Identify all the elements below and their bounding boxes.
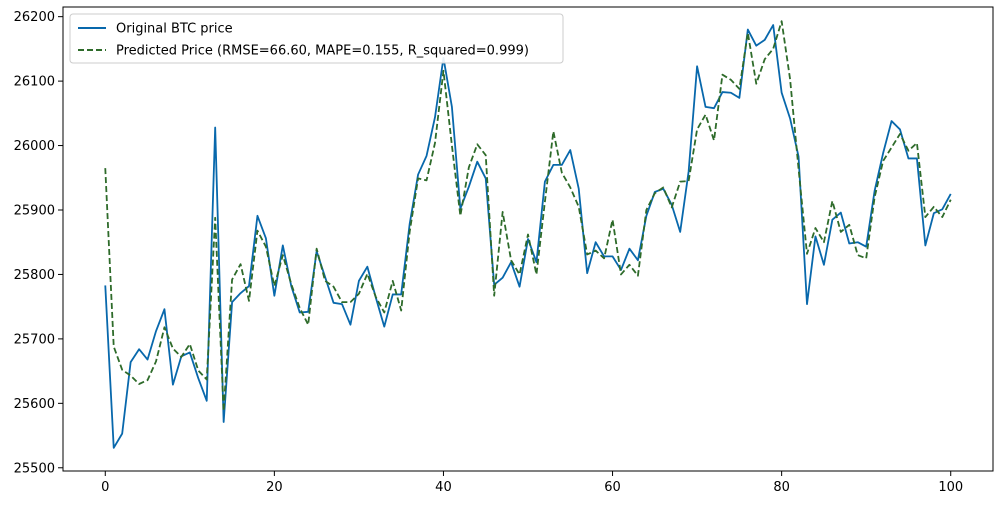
x-tick-label: 0 — [101, 480, 109, 495]
y-tick-label: 25900 — [14, 204, 55, 219]
y-tick-label: 25500 — [14, 461, 55, 476]
x-tick-label: 20 — [266, 480, 283, 495]
y-tick-label: 26100 — [14, 75, 55, 90]
axes-frame — [62, 6, 994, 472]
y-axis-ticks: 25500 25600 25700 25800 25900 26000 26100 26200 — [14, 10, 63, 476]
y-tick-label: 25700 — [14, 332, 55, 347]
legend-label-predicted: Predicted Price (RMSE=66.60, MAPE=0.155,… — [116, 44, 529, 59]
y-tick-label: 26200 — [14, 10, 55, 25]
x-tick-label: 80 — [773, 480, 790, 495]
legend-label-original: Original BTC price — [116, 22, 233, 37]
x-tick-label: 60 — [604, 480, 621, 495]
y-tick-label: 26000 — [14, 139, 55, 154]
x-tick-label: 40 — [435, 480, 452, 495]
legend: Original BTC price Predicted Price (RMSE… — [69, 13, 564, 64]
x-axis-ticks: 0 20 40 60 80 100 — [101, 471, 963, 495]
series-line-predicted — [104, 20, 952, 412]
y-tick-label: 25800 — [14, 268, 55, 283]
x-tick-label: 100 — [938, 480, 963, 495]
plot-lines — [104, 20, 952, 449]
legend-box — [69, 13, 564, 64]
y-tick-label: 25600 — [14, 397, 55, 412]
